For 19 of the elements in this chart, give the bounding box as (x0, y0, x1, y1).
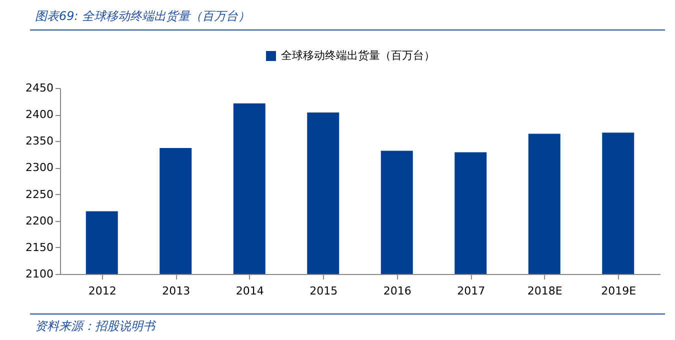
x-tick-label: 2016 (383, 284, 412, 298)
x-tick-label: 2017 (457, 284, 486, 298)
x-tick-label: 2014 (236, 284, 264, 298)
x-tick-label: 2013 (162, 284, 190, 298)
x-tick-label: 2012 (88, 284, 116, 298)
x-tick-label: 2019E (601, 284, 636, 298)
y-tick-label: 2300 (26, 161, 54, 174)
x-tick-label: 2015 (310, 284, 338, 298)
chart-title: 图表69: 全球移动终端出货量（百万台） (35, 9, 250, 23)
y-tick-label: 2150 (26, 240, 54, 254)
text: 资料来源：招股说明书 (35, 319, 157, 333)
y-tick-label: 2400 (26, 108, 54, 122)
y-tick-label: 2350 (26, 134, 54, 148)
legend-label: 全球移动终端出货量（百万台） (281, 49, 435, 62)
x-tick-label: 2018E (527, 284, 562, 298)
y-tick-label: 2250 (26, 188, 54, 201)
y-tick-label: 2100 (26, 268, 54, 280)
y-tick-label: 2200 (26, 214, 54, 228)
y-tick-label: 2450 (26, 82, 54, 94)
